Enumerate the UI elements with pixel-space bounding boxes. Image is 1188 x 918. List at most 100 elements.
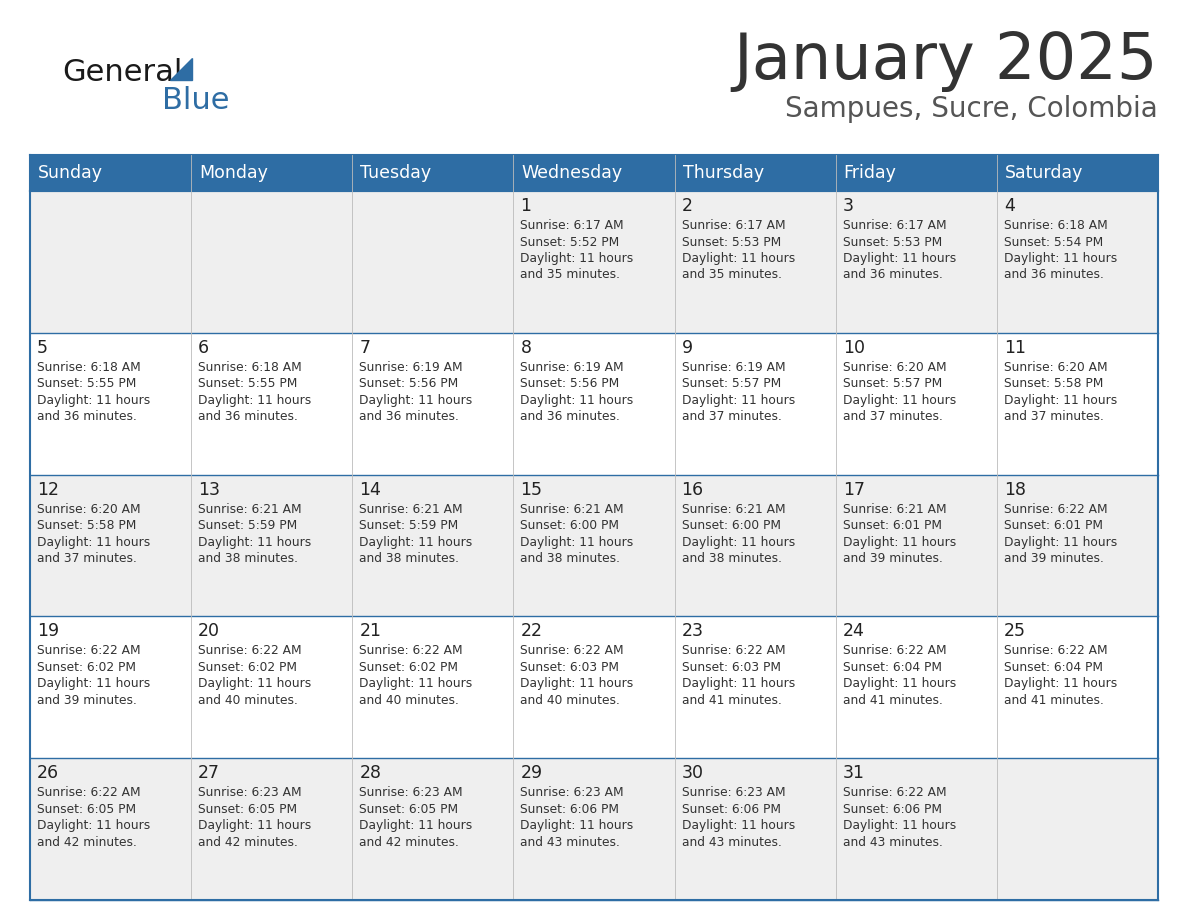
Text: Sunrise: 6:22 AM: Sunrise: 6:22 AM [682, 644, 785, 657]
Text: Sunrise: 6:22 AM: Sunrise: 6:22 AM [520, 644, 624, 657]
Text: Daylight: 11 hours: Daylight: 11 hours [520, 394, 633, 407]
Text: 4: 4 [1004, 197, 1015, 215]
Text: 15: 15 [520, 481, 543, 498]
Text: 16: 16 [682, 481, 703, 498]
Bar [675, 758, 835, 900]
Bar [30, 758, 191, 900]
Text: Daylight: 11 hours: Daylight: 11 hours [1004, 252, 1117, 265]
Text: Sunset: 6:04 PM: Sunset: 6:04 PM [1004, 661, 1102, 674]
Text: Daylight: 11 hours: Daylight: 11 hours [37, 677, 150, 690]
Bar [191, 616, 353, 758]
Text: and 40 minutes.: and 40 minutes. [359, 694, 459, 707]
Text: Sunset: 5:56 PM: Sunset: 5:56 PM [520, 377, 620, 390]
Text: 25: 25 [1004, 622, 1026, 641]
Text: and 38 minutes.: and 38 minutes. [359, 552, 460, 565]
Text: Sunrise: 6:21 AM: Sunrise: 6:21 AM [359, 502, 463, 516]
Text: 20: 20 [198, 622, 220, 641]
Text: Friday: Friday [843, 164, 897, 182]
Bar [835, 475, 997, 616]
Text: 5: 5 [37, 339, 48, 357]
Text: Sunrise: 6:21 AM: Sunrise: 6:21 AM [198, 502, 302, 516]
Text: 29: 29 [520, 764, 543, 782]
Text: Thursday: Thursday [683, 164, 764, 182]
Text: Sunset: 6:01 PM: Sunset: 6:01 PM [842, 519, 942, 532]
Text: 1: 1 [520, 197, 531, 215]
Text: 2: 2 [682, 197, 693, 215]
Text: Sunset: 5:53 PM: Sunset: 5:53 PM [682, 236, 781, 249]
Text: Sunrise: 6:20 AM: Sunrise: 6:20 AM [1004, 361, 1107, 374]
Bar [835, 616, 997, 758]
Text: and 43 minutes.: and 43 minutes. [842, 835, 942, 849]
Bar [513, 758, 675, 900]
Text: and 41 minutes.: and 41 minutes. [682, 694, 782, 707]
Text: Sunset: 5:58 PM: Sunset: 5:58 PM [1004, 377, 1104, 390]
Text: 27: 27 [198, 764, 220, 782]
Text: Daylight: 11 hours: Daylight: 11 hours [1004, 394, 1117, 407]
Text: Sunrise: 6:23 AM: Sunrise: 6:23 AM [198, 786, 302, 800]
Bar [353, 475, 513, 616]
Bar [675, 191, 835, 333]
Text: Daylight: 11 hours: Daylight: 11 hours [682, 677, 795, 690]
Bar [835, 758, 997, 900]
Text: Sunrise: 6:22 AM: Sunrise: 6:22 AM [359, 644, 463, 657]
Text: Sunrise: 6:22 AM: Sunrise: 6:22 AM [37, 644, 140, 657]
Text: Wednesday: Wednesday [522, 164, 623, 182]
Text: Daylight: 11 hours: Daylight: 11 hours [198, 819, 311, 833]
Text: Sunrise: 6:18 AM: Sunrise: 6:18 AM [37, 361, 140, 374]
Bar [997, 155, 1158, 191]
Text: 3: 3 [842, 197, 854, 215]
Text: Sunrise: 6:21 AM: Sunrise: 6:21 AM [682, 502, 785, 516]
Text: Daylight: 11 hours: Daylight: 11 hours [520, 819, 633, 833]
Text: Sunset: 5:53 PM: Sunset: 5:53 PM [842, 236, 942, 249]
Text: and 36 minutes.: and 36 minutes. [198, 410, 298, 423]
Bar [835, 333, 997, 475]
Text: Sunset: 6:03 PM: Sunset: 6:03 PM [682, 661, 781, 674]
Text: Sunset: 6:03 PM: Sunset: 6:03 PM [520, 661, 619, 674]
Text: 14: 14 [359, 481, 381, 498]
Text: Sunset: 5:59 PM: Sunset: 5:59 PM [198, 519, 297, 532]
Bar [30, 333, 191, 475]
Bar [191, 758, 353, 900]
Text: Daylight: 11 hours: Daylight: 11 hours [359, 394, 473, 407]
Bar [30, 191, 191, 333]
Text: Sunset: 5:58 PM: Sunset: 5:58 PM [37, 519, 137, 532]
Text: Daylight: 11 hours: Daylight: 11 hours [520, 535, 633, 549]
Text: Sunrise: 6:18 AM: Sunrise: 6:18 AM [1004, 219, 1107, 232]
Bar [997, 758, 1158, 900]
Text: Sunset: 6:00 PM: Sunset: 6:00 PM [682, 519, 781, 532]
Text: and 41 minutes.: and 41 minutes. [1004, 694, 1104, 707]
Text: 13: 13 [198, 481, 220, 498]
Text: and 40 minutes.: and 40 minutes. [520, 694, 620, 707]
Text: Sunrise: 6:23 AM: Sunrise: 6:23 AM [359, 786, 463, 800]
Text: Sunrise: 6:20 AM: Sunrise: 6:20 AM [37, 502, 140, 516]
Text: Sunset: 6:06 PM: Sunset: 6:06 PM [682, 802, 781, 816]
Bar [835, 191, 997, 333]
Text: Daylight: 11 hours: Daylight: 11 hours [198, 677, 311, 690]
Text: and 42 minutes.: and 42 minutes. [359, 835, 459, 849]
Text: Daylight: 11 hours: Daylight: 11 hours [359, 677, 473, 690]
Text: Daylight: 11 hours: Daylight: 11 hours [682, 535, 795, 549]
Text: 12: 12 [37, 481, 59, 498]
Bar [997, 616, 1158, 758]
Bar [997, 191, 1158, 333]
Text: 22: 22 [520, 622, 543, 641]
Text: Sunset: 6:02 PM: Sunset: 6:02 PM [359, 661, 459, 674]
Text: and 35 minutes.: and 35 minutes. [682, 268, 782, 282]
Text: 8: 8 [520, 339, 531, 357]
Text: and 43 minutes.: and 43 minutes. [682, 835, 782, 849]
Bar [353, 758, 513, 900]
Text: and 42 minutes.: and 42 minutes. [198, 835, 298, 849]
Text: 19: 19 [37, 622, 59, 641]
Text: Daylight: 11 hours: Daylight: 11 hours [682, 252, 795, 265]
Text: and 36 minutes.: and 36 minutes. [520, 410, 620, 423]
Text: Sampues, Sucre, Colombia: Sampues, Sucre, Colombia [785, 95, 1158, 123]
Text: Saturday: Saturday [1005, 164, 1083, 182]
Text: and 35 minutes.: and 35 minutes. [520, 268, 620, 282]
Text: 26: 26 [37, 764, 59, 782]
Text: Sunrise: 6:19 AM: Sunrise: 6:19 AM [682, 361, 785, 374]
Text: 11: 11 [1004, 339, 1026, 357]
Text: Sunset: 6:06 PM: Sunset: 6:06 PM [842, 802, 942, 816]
Text: Daylight: 11 hours: Daylight: 11 hours [842, 535, 956, 549]
Text: and 37 minutes.: and 37 minutes. [1004, 410, 1104, 423]
Bar [191, 475, 353, 616]
